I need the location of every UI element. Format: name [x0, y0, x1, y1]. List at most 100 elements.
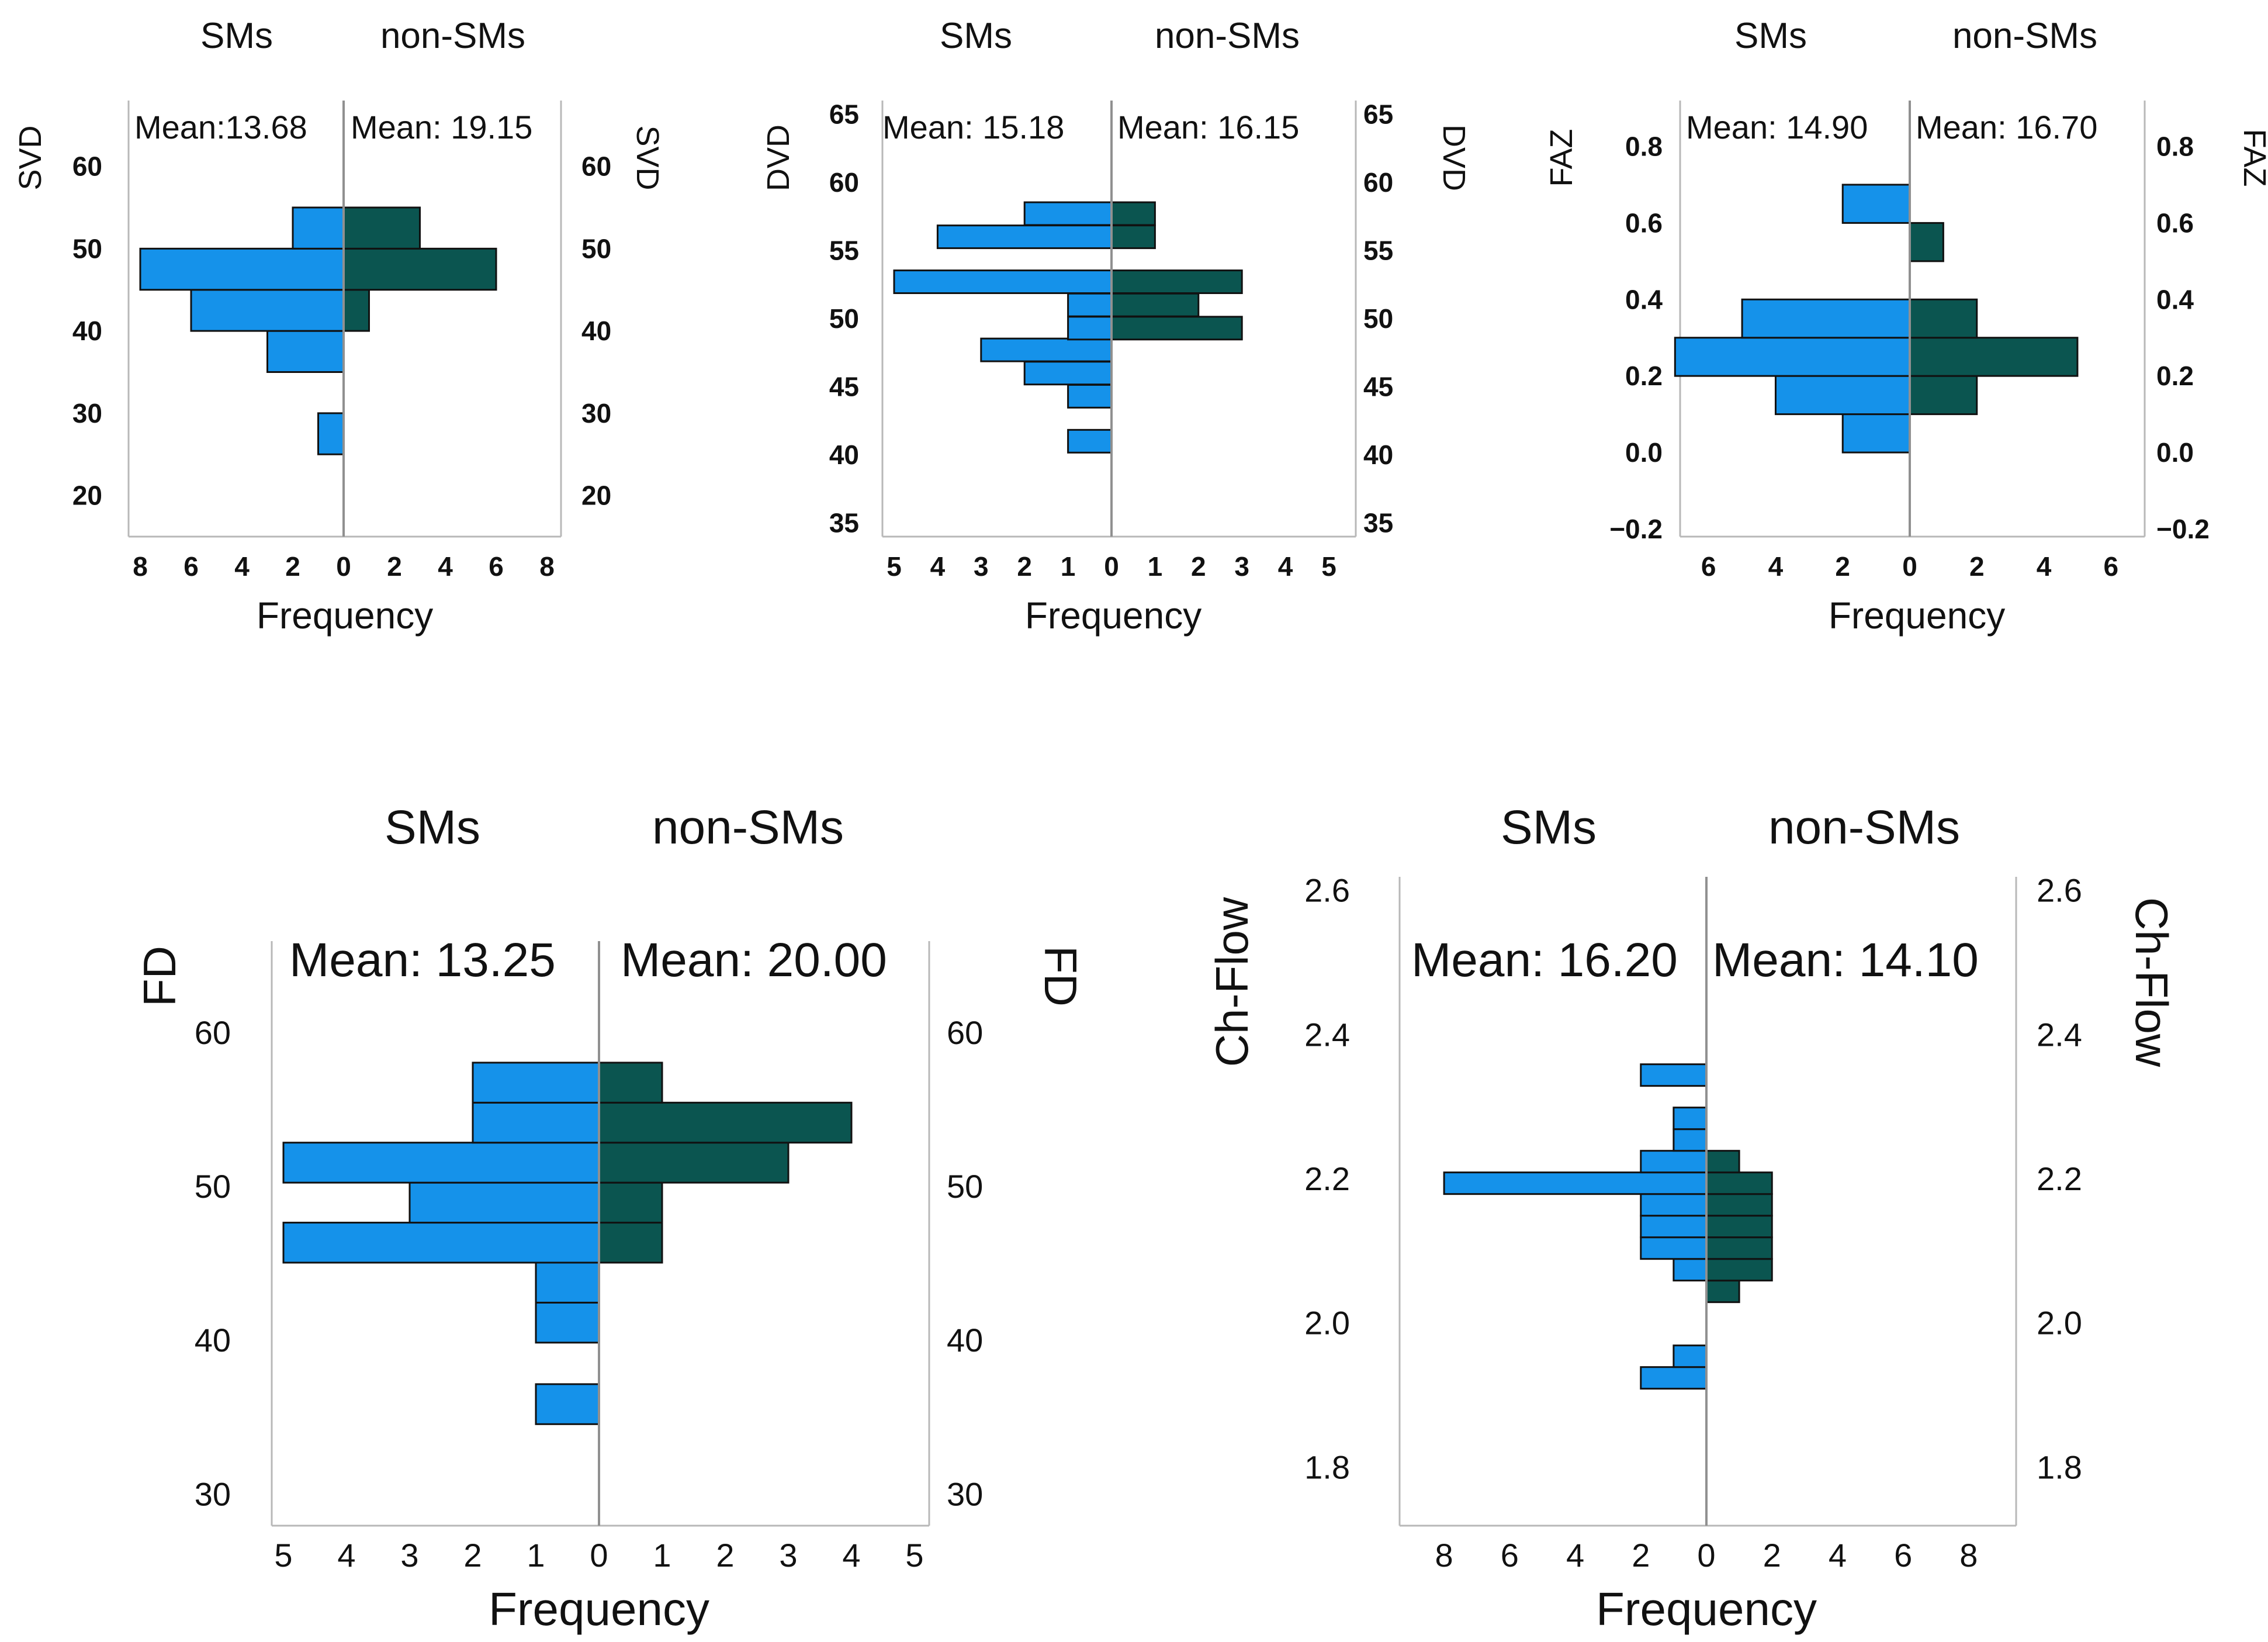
non-sms-bar: [1110, 292, 1200, 317]
y-tick-label-right: 0.6: [2156, 208, 2194, 238]
sms-bar: [1067, 292, 1113, 317]
sms-bar: [1640, 1150, 1708, 1174]
y-tick-label-left: 50: [195, 1168, 231, 1205]
sms-mean-label: Mean: 16.20: [1411, 934, 1678, 987]
x-tick-label: 6: [2104, 551, 2119, 582]
non-sms-bar: [1705, 1215, 1773, 1239]
y-tick-label-left: 60: [72, 151, 102, 182]
y-tick-label-left: 60: [195, 1014, 231, 1051]
x-tick-label: 4: [930, 551, 946, 582]
x-axis-title: Frequency: [257, 594, 433, 637]
y-tick-label-left: 50: [72, 233, 102, 264]
sms-bar: [1774, 375, 1911, 416]
x-tick-label: 4: [2037, 551, 2052, 582]
y-tick-label-left: 1.8: [1304, 1449, 1350, 1485]
non-sms-bar: [342, 289, 370, 332]
y-tick-label-right: 1.8: [2037, 1449, 2082, 1485]
sms-group-label: SMs: [1734, 16, 1807, 56]
y-tick-label-left: −0.2: [1609, 514, 1663, 544]
sms-bar: [936, 224, 1113, 250]
non-sms-bar: [598, 1142, 790, 1184]
x-tick-label: 4: [1566, 1537, 1584, 1574]
x-tick-label: 2: [1969, 551, 1985, 582]
x-tick-label: 2: [387, 551, 402, 582]
non-sms-group-label: non-SMs: [652, 801, 844, 854]
y-tick-label-right: 40: [1363, 440, 1393, 470]
non-sms-group-label: non-SMs: [1952, 16, 2097, 56]
y-axis-title-left: FAZ: [1544, 129, 1579, 186]
sms-group-label: SMs: [1501, 801, 1597, 854]
non-sms-bar: [1705, 1236, 1773, 1260]
sms-mean-label: Mean: 14.90: [1686, 109, 1868, 146]
x-tick-label: 4: [438, 551, 453, 582]
y-tick-label-right: 50: [581, 233, 611, 264]
sms-bar: [190, 289, 345, 332]
sms-bar: [1640, 1063, 1708, 1087]
y-tick-label-left: 0.0: [1625, 437, 1663, 468]
sms-group-label: SMs: [385, 801, 480, 854]
y-tick-label-right: 60: [947, 1014, 983, 1051]
y-tick-label-left: 40: [829, 440, 859, 470]
y-tick-label-right: 50: [1363, 303, 1393, 334]
x-tick-label: 5: [274, 1537, 292, 1574]
sms-bar: [472, 1062, 600, 1104]
sms-bar: [893, 269, 1113, 295]
y-tick-label-right: 0.8: [2156, 132, 2194, 162]
x-tick-label: 1: [1061, 551, 1076, 582]
y-tick-label-left: 0.4: [1625, 284, 1663, 314]
non-sms-bar: [1909, 298, 1978, 339]
non-sms-bar: [598, 1062, 663, 1104]
x-tick-label: 1: [527, 1537, 545, 1574]
x-tick-label: 4: [1278, 551, 1293, 582]
non-sms-bar: [1909, 375, 1978, 416]
x-tick-label: 4: [842, 1537, 860, 1574]
sms-bar: [1741, 298, 1911, 339]
y-axis-title-left: SVD: [13, 125, 48, 190]
y-axis-title-right: SVD: [630, 125, 665, 190]
x-tick-label: 6: [489, 551, 504, 582]
sms-bar: [1640, 1366, 1708, 1390]
y-axis-title-right: FAZ: [2237, 129, 2268, 186]
sms-bar: [1841, 413, 1911, 454]
sms-bar: [1673, 1128, 1708, 1152]
x-axis-title: Frequency: [1829, 594, 2005, 637]
non-sms-bar: [1705, 1280, 1740, 1304]
y-axis-title-left: Ch-Flow: [1206, 897, 1258, 1067]
x-tick-label: 0: [336, 551, 351, 582]
x-tick-label: 5: [905, 1537, 923, 1574]
y-tick-label-right: 50: [947, 1168, 983, 1205]
sms-bar: [1640, 1236, 1708, 1260]
sms-bar: [408, 1181, 600, 1224]
x-tick-label: 2: [1763, 1537, 1781, 1574]
x-tick-label: 2: [1191, 551, 1206, 582]
y-tick-label-right: 0.2: [2156, 361, 2194, 391]
x-tick-label: 6: [183, 551, 199, 582]
x-axis-title: Frequency: [1025, 594, 1201, 637]
sms-bar: [535, 1261, 600, 1304]
sms-bar: [1841, 184, 1911, 224]
sms-bar: [1023, 201, 1113, 226]
x-tick-label: 1: [1148, 551, 1163, 582]
non-sms-bar: [342, 206, 421, 250]
non-sms-bar: [1705, 1171, 1773, 1195]
y-tick-label-left: 60: [829, 167, 859, 198]
x-tick-label: 4: [234, 551, 250, 582]
y-tick-label-left: 0.6: [1625, 208, 1663, 238]
x-tick-label: 6: [1701, 551, 1716, 582]
sms-bar: [1673, 1344, 1708, 1368]
x-axis-title: Frequency: [489, 1583, 709, 1635]
non-sms-bar: [1705, 1150, 1740, 1174]
non-sms-mean-label: Mean: 20.00: [621, 934, 887, 987]
y-tick-label-left: 65: [829, 99, 859, 129]
x-tick-label: 2: [1835, 551, 1850, 582]
y-tick-label-right: 0.4: [2156, 284, 2194, 314]
sms-group-label: SMs: [200, 16, 273, 56]
x-tick-label: 6: [1501, 1537, 1519, 1574]
non-sms-bar: [1705, 1258, 1773, 1282]
sms-bar: [535, 1301, 600, 1344]
sms-bar: [1443, 1171, 1708, 1195]
sms-bar: [1067, 383, 1113, 409]
faz-chart: −0.2 −0.2 0.0 0.0 0.2 0.2 0.4 0.4 0.6 0.6 0.8 0.8 6 4…: [1544, 16, 2268, 637]
sms-bar: [535, 1383, 600, 1425]
